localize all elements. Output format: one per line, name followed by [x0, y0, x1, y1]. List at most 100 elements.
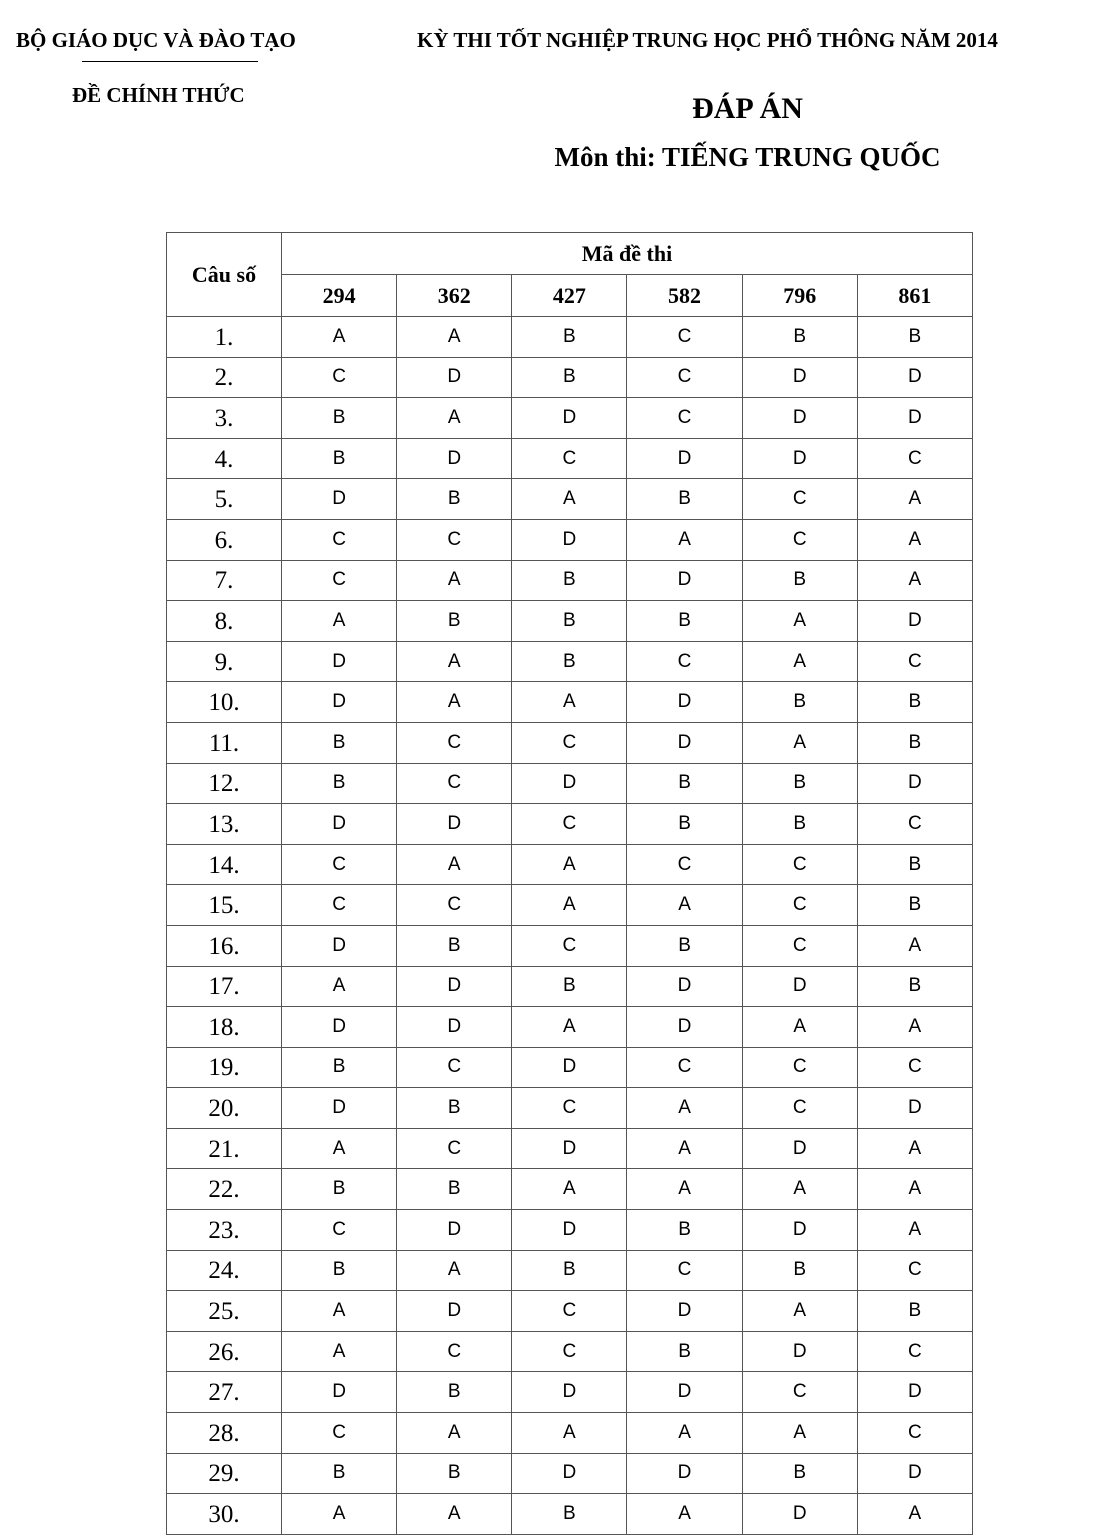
table-row: 8. A B B B A D [166, 600, 974, 642]
answer-cell: B [511, 640, 628, 683]
answer-cell: A [626, 1087, 743, 1129]
answer-cell: B [511, 316, 628, 358]
question-number: 6. [166, 518, 282, 561]
answer-cell: D [511, 762, 628, 805]
answer-cell: C [626, 1046, 743, 1089]
table-row: 5. D B A B C A [166, 478, 974, 520]
answer-cell: A [626, 1493, 743, 1535]
table-row: 26. A C C B D C [166, 1330, 974, 1373]
answer-cell: D [511, 518, 628, 561]
answer-cell: B [396, 1168, 513, 1211]
answer-cell: C [626, 356, 743, 399]
answer-cell: C [856, 1046, 974, 1089]
question-number: 14. [166, 843, 282, 886]
exam-code-header: 294 [280, 274, 398, 317]
answer-cell: B [626, 1209, 743, 1251]
answer-cell: A [856, 1168, 974, 1211]
answer-cell: D [856, 600, 974, 642]
answer-cell: A [511, 884, 628, 926]
answer-cell: D [856, 1452, 974, 1495]
table-row: 13. D D C B B C [166, 803, 974, 845]
answer-cell: D [626, 1290, 743, 1332]
exam-code-header: 861 [856, 274, 974, 317]
answer-cell: D [626, 559, 743, 602]
answer-cell: A [396, 1249, 513, 1292]
answer-cell: D [856, 397, 974, 439]
answer-cell: B [626, 478, 743, 520]
answer-cell: A [511, 1168, 628, 1211]
question-number: 2. [166, 356, 282, 399]
answer-cell: B [280, 721, 398, 764]
table-row: 15. C C A A C B [166, 884, 974, 926]
answer-table: Câu số Mã đề thi 294 362 427 582 796 861 1. A A… [166, 232, 974, 1535]
answer-cell: D [511, 1209, 628, 1251]
answer-cell: D [280, 803, 398, 845]
answer-cell: A [626, 884, 743, 926]
question-number: 8. [166, 600, 282, 642]
answer-cell: C [511, 1330, 628, 1373]
answer-cell: D [741, 1493, 858, 1535]
answer-cell: C [396, 884, 513, 926]
answer-cell: C [626, 1249, 743, 1292]
exam-code-header: 427 [511, 274, 628, 317]
table-row: 14. C A A C C B [166, 843, 974, 886]
table-row: 3. B A D C D D [166, 397, 974, 439]
answer-cell: D [396, 965, 513, 1008]
answer-cell: D [396, 1006, 513, 1048]
answer-cell: D [511, 1371, 628, 1414]
answer-cell: C [511, 721, 628, 764]
answer-cell: C [856, 1330, 974, 1373]
question-number: 19. [166, 1046, 282, 1089]
answer-cell: A [856, 1006, 974, 1048]
answer-cell: B [511, 600, 628, 642]
answer-cell: D [626, 1371, 743, 1414]
answer-cell: D [511, 1127, 628, 1170]
answer-cell: B [856, 1290, 974, 1332]
exam-code-header: 582 [626, 274, 743, 317]
answer-cell: C [741, 884, 858, 926]
question-number: 20. [166, 1087, 282, 1129]
question-number: 17. [166, 965, 282, 1008]
answer-cell: D [396, 1290, 513, 1332]
answer-cell: C [741, 924, 858, 967]
answer-cell: D [856, 1087, 974, 1129]
question-number: 27. [166, 1371, 282, 1414]
question-number: 29. [166, 1452, 282, 1495]
answer-cell: A [626, 1412, 743, 1454]
answer-cell: D [280, 1371, 398, 1414]
table-row: 6. C C D A C A [166, 518, 974, 561]
exam-code-header: 796 [741, 274, 858, 317]
answer-cell: C [511, 437, 628, 480]
table-row: 20. D B C A C D [166, 1087, 974, 1129]
table-row: 21. A C D A D A [166, 1127, 974, 1170]
table-row: 11. B C C D A B [166, 721, 974, 764]
answer-cell: C [396, 1046, 513, 1089]
answer-cell: C [280, 884, 398, 926]
question-number: 7. [166, 559, 282, 602]
answer-cell: B [280, 762, 398, 805]
answer-cell: B [280, 397, 398, 439]
answer-cell: C [741, 478, 858, 520]
answer-cell: B [626, 924, 743, 967]
answer-cell: C [741, 1046, 858, 1089]
question-number: 21. [166, 1127, 282, 1170]
table-row: 12. B C D B B D [166, 762, 974, 805]
answer-cell: A [511, 478, 628, 520]
answer-cell: C [741, 518, 858, 561]
question-number: 12. [166, 762, 282, 805]
question-number: 10. [166, 681, 282, 723]
answer-cell: D [741, 1127, 858, 1170]
answer-cell: A [741, 1412, 858, 1454]
answer-cell: D [511, 397, 628, 439]
answer-cell: A [280, 965, 398, 1008]
question-number: 28. [166, 1412, 282, 1454]
answer-cell: A [396, 681, 513, 723]
exam-code-header: 362 [396, 274, 513, 317]
answer-cell: C [741, 1371, 858, 1414]
official-label: ĐỀ CHÍNH THỨC [72, 83, 245, 107]
answer-cell: B [626, 1330, 743, 1373]
table-row: 30. A A B A D A [166, 1493, 974, 1535]
answer-cell: A [626, 1168, 743, 1211]
table-row: 4. B D C D D C [166, 437, 974, 480]
answer-cell: B [741, 681, 858, 723]
